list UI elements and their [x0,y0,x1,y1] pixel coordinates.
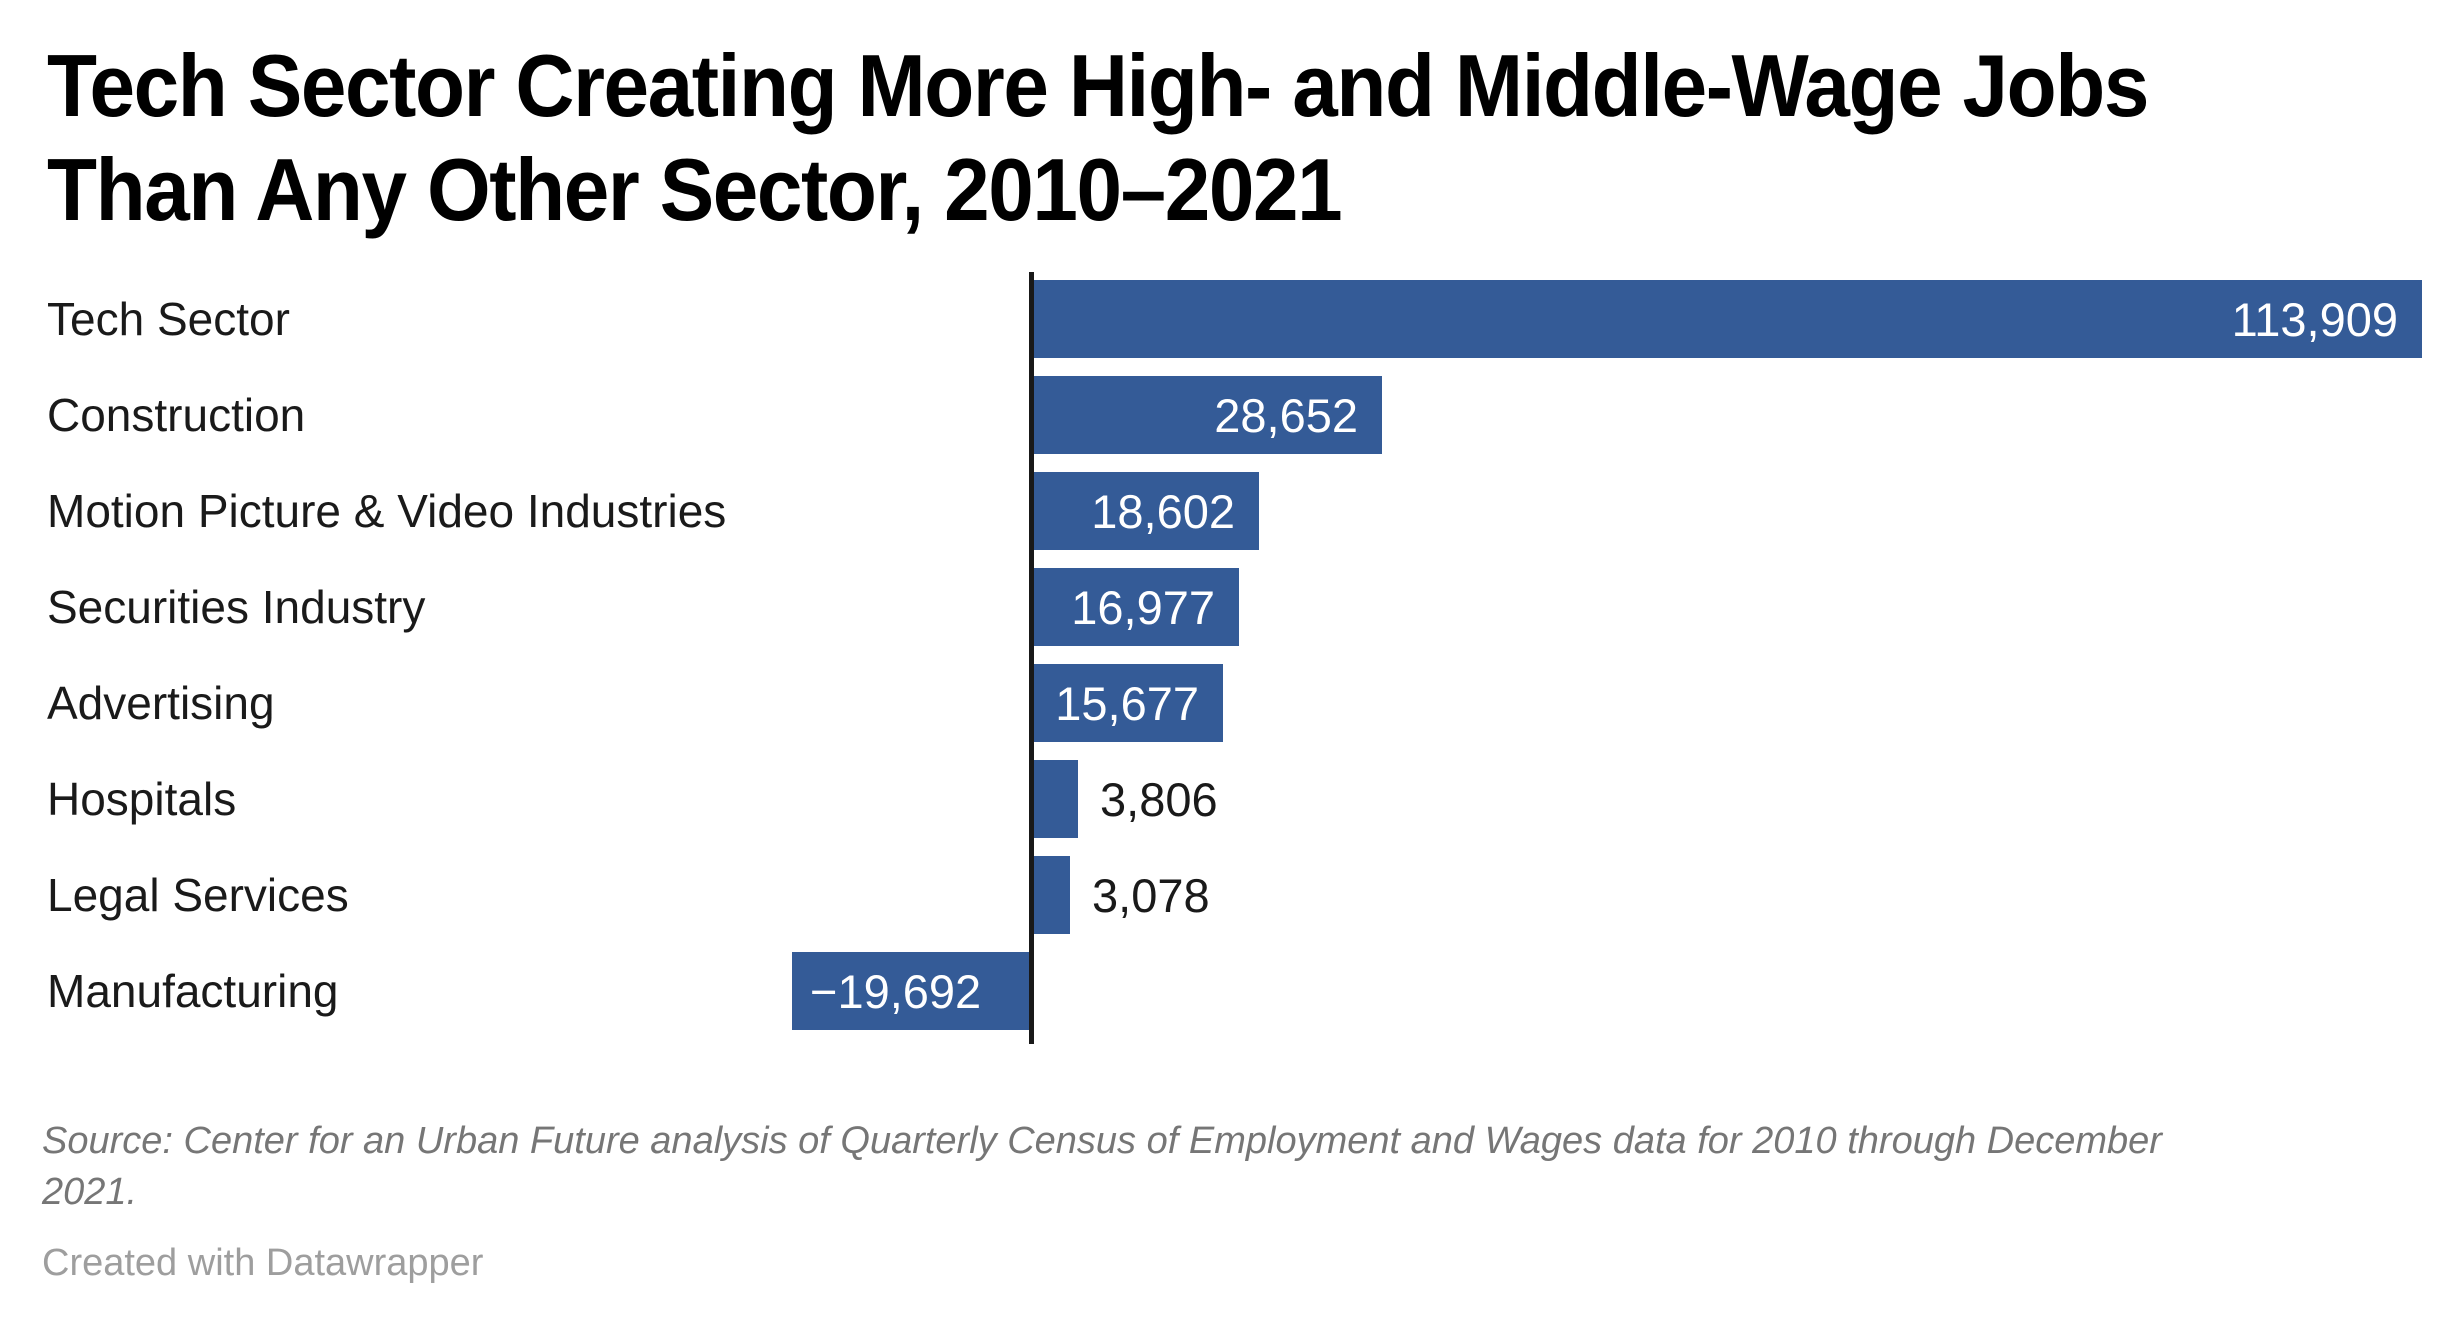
bar-segment[interactable] [1032,856,1070,934]
value-label: 3,078 [1092,869,1210,922]
bar-segment[interactable] [1032,760,1078,838]
bar-segment[interactable] [1032,280,2422,358]
category-label: Tech Sector [47,293,290,345]
bar-segment[interactable] [1032,568,1239,646]
bar-row: Motion Picture & Video Industries 18,602 [0,472,2464,550]
zero-axis-line [1029,272,1034,1044]
bar-row: Construction 28,652 [0,376,2464,454]
source-note: Source: Center for an Urban Future analy… [42,1120,2162,1213]
bar-chart-plot: Tech Sector 113,909 Construction 28,652 Moti… [0,272,2464,1044]
bar-row: Securities Industry 16,977 [0,568,2464,646]
value-label: 18,602 [1091,485,1235,538]
category-label: Securities Industry [47,581,426,633]
bar-segment[interactable] [1032,664,1223,742]
value-label: 15,677 [1055,677,1199,730]
category-label: Motion Picture & Video Industries [47,485,727,537]
datawrapper-credit[interactable]: Created with Datawrapper [42,1242,484,1284]
chart-title-line-1: Tech Sector Creating More High- and Midd… [47,36,2149,135]
value-label: 113,909 [2231,293,2398,346]
value-label: 16,977 [1071,581,1215,634]
value-label: 28,652 [1214,389,1358,442]
bar-segment[interactable] [1032,376,1382,454]
bar-segment[interactable] [1032,472,1259,550]
category-label: Hospitals [47,773,237,825]
chart-title-line-2: Than Any Other Sector, 2010–2021 [47,140,1343,239]
value-label: 3,806 [1100,773,1218,826]
bar-segment[interactable] [792,952,1032,1030]
category-label: Advertising [47,677,275,729]
bar-row: Hospitals 3,806 [0,760,2464,838]
category-label: Legal Services [47,869,349,921]
chart-title: Tech Sector Creating More High- and Midd… [47,34,2149,242]
bar-row: Legal Services 3,078 [0,856,2464,934]
category-label: Manufacturing [47,965,339,1017]
value-label: −19,692 [810,965,982,1018]
bar-row: Manufacturing −19,692 [0,952,2464,1030]
category-label: Construction [47,389,306,441]
bar-row: Tech Sector 113,909 [0,280,2464,358]
bar-row: Advertising 15,677 [0,664,2464,742]
